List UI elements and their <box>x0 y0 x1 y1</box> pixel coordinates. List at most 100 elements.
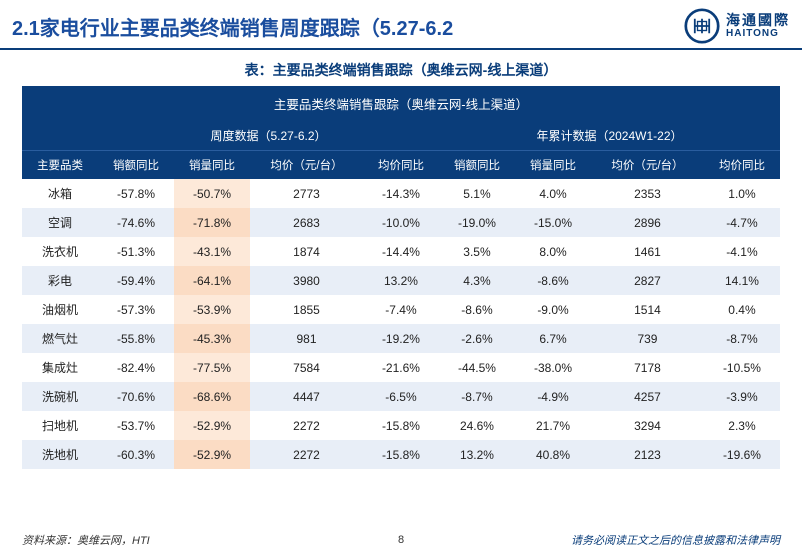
table-cell: -53.9% <box>174 295 250 324</box>
table-cell: 2123 <box>591 440 704 469</box>
table-cell: -19.0% <box>439 208 515 237</box>
group-weekly: 周度数据（5.27-6.2） <box>98 121 439 151</box>
table-cell: 40.8% <box>515 440 591 469</box>
table-cell: -8.7% <box>704 324 780 353</box>
table-cell: -43.1% <box>174 237 250 266</box>
table-cell: -2.6% <box>439 324 515 353</box>
table-cell: -19.2% <box>363 324 439 353</box>
table-cell: -44.5% <box>439 353 515 382</box>
table-cell: -57.3% <box>98 295 174 324</box>
table-cell: 13.2% <box>439 440 515 469</box>
table-cell: 2773 <box>250 179 363 208</box>
table-cell: 24.6% <box>439 411 515 440</box>
table-cell: 4447 <box>250 382 363 411</box>
col-y-rev-yoy: 销额同比 <box>439 151 515 180</box>
table-cell: 739 <box>591 324 704 353</box>
table-cell: 集成灶 <box>22 353 98 382</box>
footer-page-number: 8 <box>398 534 404 546</box>
table-cell: -45.3% <box>174 324 250 353</box>
table-cell: 洗衣机 <box>22 237 98 266</box>
table-cell: 洗碗机 <box>22 382 98 411</box>
group-ytd: 年累计数据（2024W1-22） <box>439 121 780 151</box>
table-body: 冰箱-57.8%-50.7%2773-14.3%5.1%4.0%23531.0%… <box>22 179 780 469</box>
table-cell: 4.0% <box>515 179 591 208</box>
table-cell: 1.0% <box>704 179 780 208</box>
brand-name-cn: 海通國際 <box>726 13 790 28</box>
table-cell: -10.0% <box>363 208 439 237</box>
data-table-wrap: 主要品类终端销售跟踪（奥维云网-线上渠道） 周度数据（5.27-6.2） 年累计… <box>0 86 802 469</box>
brand-logo: 海通國際 HAITONG <box>684 8 790 44</box>
col-w-asp: 均价（元/台） <box>250 151 363 180</box>
table-cell: -7.4% <box>363 295 439 324</box>
table-cell: -4.7% <box>704 208 780 237</box>
table-cell: 冰箱 <box>22 179 98 208</box>
haitong-logo-icon <box>684 8 720 44</box>
table-cell: 7178 <box>591 353 704 382</box>
table-cell: -52.9% <box>174 440 250 469</box>
table-caption: 表：主要品类终端销售跟踪（奥维云网-线上渠道） <box>0 60 802 80</box>
table-row: 洗碗机-70.6%-68.6%4447-6.5%-8.7%-4.9%4257-3… <box>22 382 780 411</box>
table-cell: -50.7% <box>174 179 250 208</box>
table-cell: 1514 <box>591 295 704 324</box>
table-row: 燃气灶-55.8%-45.3%981-19.2%-2.6%6.7%739-8.7… <box>22 324 780 353</box>
brand-name-en: HAITONG <box>726 28 790 39</box>
table-cell: 1855 <box>250 295 363 324</box>
table-row: 空调-74.6%-71.8%2683-10.0%-19.0%-15.0%2896… <box>22 208 780 237</box>
table-header: 主要品类终端销售跟踪（奥维云网-线上渠道） 周度数据（5.27-6.2） 年累计… <box>22 86 780 179</box>
table-cell: -10.5% <box>704 353 780 382</box>
table-row: 洗衣机-51.3%-43.1%1874-14.4%3.5%8.0%1461-4.… <box>22 237 780 266</box>
header: 2.1家电行业主要品类终端销售周度跟踪（5.27-6.2 海通國際 HAITON… <box>0 0 802 50</box>
table-cell: 3294 <box>591 411 704 440</box>
table-cell: 1874 <box>250 237 363 266</box>
page-title: 2.1家电行业主要品类终端销售周度跟踪（5.27-6.2 <box>12 12 453 41</box>
table-cell: -3.9% <box>704 382 780 411</box>
table-cell: 2353 <box>591 179 704 208</box>
table-cell: -52.9% <box>174 411 250 440</box>
table-cell: -8.7% <box>439 382 515 411</box>
table-cell: -64.1% <box>174 266 250 295</box>
table-row: 集成灶-82.4%-77.5%7584-21.6%-44.5%-38.0%717… <box>22 353 780 382</box>
table-cell: 7584 <box>250 353 363 382</box>
table-cell: 3980 <box>250 266 363 295</box>
table-cell: 2272 <box>250 411 363 440</box>
table-row: 扫地机-53.7%-52.9%2272-15.8%24.6%21.7%32942… <box>22 411 780 440</box>
table-cell: -82.4% <box>98 353 174 382</box>
table-cell: -21.6% <box>363 353 439 382</box>
col-w-vol-yoy: 销量同比 <box>174 151 250 180</box>
col-y-vol-yoy: 销量同比 <box>515 151 591 180</box>
table-cell: 1461 <box>591 237 704 266</box>
table-cell: -4.1% <box>704 237 780 266</box>
table-cell: 0.4% <box>704 295 780 324</box>
table-cell: -77.5% <box>174 353 250 382</box>
table-cell: 6.7% <box>515 324 591 353</box>
col-category: 主要品类 <box>22 151 98 180</box>
table-cell: 洗地机 <box>22 440 98 469</box>
table-cell: -74.6% <box>98 208 174 237</box>
col-w-asp-yoy: 均价同比 <box>363 151 439 180</box>
sales-tracking-table: 主要品类终端销售跟踪（奥维云网-线上渠道） 周度数据（5.27-6.2） 年累计… <box>22 86 780 469</box>
table-row: 油烟机-57.3%-53.9%1855-7.4%-8.6%-9.0%15140.… <box>22 295 780 324</box>
table-cell: -9.0% <box>515 295 591 324</box>
table-cell: -14.3% <box>363 179 439 208</box>
table-cell: 14.1% <box>704 266 780 295</box>
table-cell: 13.2% <box>363 266 439 295</box>
table-cell: 空调 <box>22 208 98 237</box>
table-cell: -14.4% <box>363 237 439 266</box>
table-cell: -6.5% <box>363 382 439 411</box>
table-cell: -15.8% <box>363 411 439 440</box>
table-cell: 4257 <box>591 382 704 411</box>
table-cell: -53.7% <box>98 411 174 440</box>
table-cell: 3.5% <box>439 237 515 266</box>
table-cell: -60.3% <box>98 440 174 469</box>
table-row: 冰箱-57.8%-50.7%2773-14.3%5.1%4.0%23531.0% <box>22 179 780 208</box>
table-cell: -55.8% <box>98 324 174 353</box>
table-cell: -8.6% <box>439 295 515 324</box>
table-row: 彩电-59.4%-64.1%398013.2%4.3%-8.6%282714.1… <box>22 266 780 295</box>
table-cell: 8.0% <box>515 237 591 266</box>
footer: 资料来源：奥维云网，HTI 8 请务必阅读正文之后的信息披露和法律声明 <box>0 532 802 548</box>
table-cell: -38.0% <box>515 353 591 382</box>
table-cell: 油烟机 <box>22 295 98 324</box>
table-cell: 2896 <box>591 208 704 237</box>
table-cell: 燃气灶 <box>22 324 98 353</box>
table-cell: 2.3% <box>704 411 780 440</box>
